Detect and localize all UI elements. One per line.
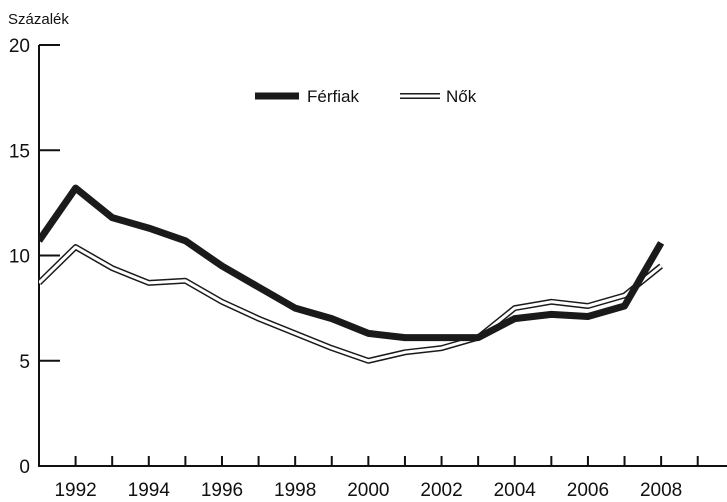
y-tick-label: 0 [19, 457, 30, 478]
y-tick-label: 5 [19, 352, 30, 373]
x-tick-label: 2002 [420, 480, 462, 501]
x-tick-label: 2000 [347, 480, 389, 501]
x-tick-label: 2008 [640, 480, 682, 501]
x-tick-label: 2006 [567, 480, 609, 501]
series-line-ferfiak [39, 184, 665, 342]
x-axis-ticks: 1992 1994 1996 1998 2000 2002 2004 2006 2008 [54, 456, 699, 501]
x-tick-label: 1992 [54, 480, 96, 501]
x-tick-label: 1996 [201, 480, 243, 501]
x-tick-label: 1998 [274, 480, 316, 501]
y-tick-label: 15 [9, 141, 30, 162]
y-tick-label: 10 [9, 247, 30, 268]
legend-label-ferfiak: Férfiak [307, 87, 359, 106]
legend-label-nok: Nők [446, 87, 477, 106]
x-tick-label: 2004 [494, 480, 537, 501]
series-lines [39, 184, 665, 364]
y-axis-ticks: 0 5 10 15 20 [9, 36, 60, 478]
series-line-nok [39, 245, 663, 363]
y-axis-unit-label: Százalék [8, 11, 69, 28]
legend: Férfiak Nők [255, 87, 477, 106]
y-tick-label: 20 [9, 36, 30, 57]
x-tick-label: 1994 [128, 480, 171, 501]
